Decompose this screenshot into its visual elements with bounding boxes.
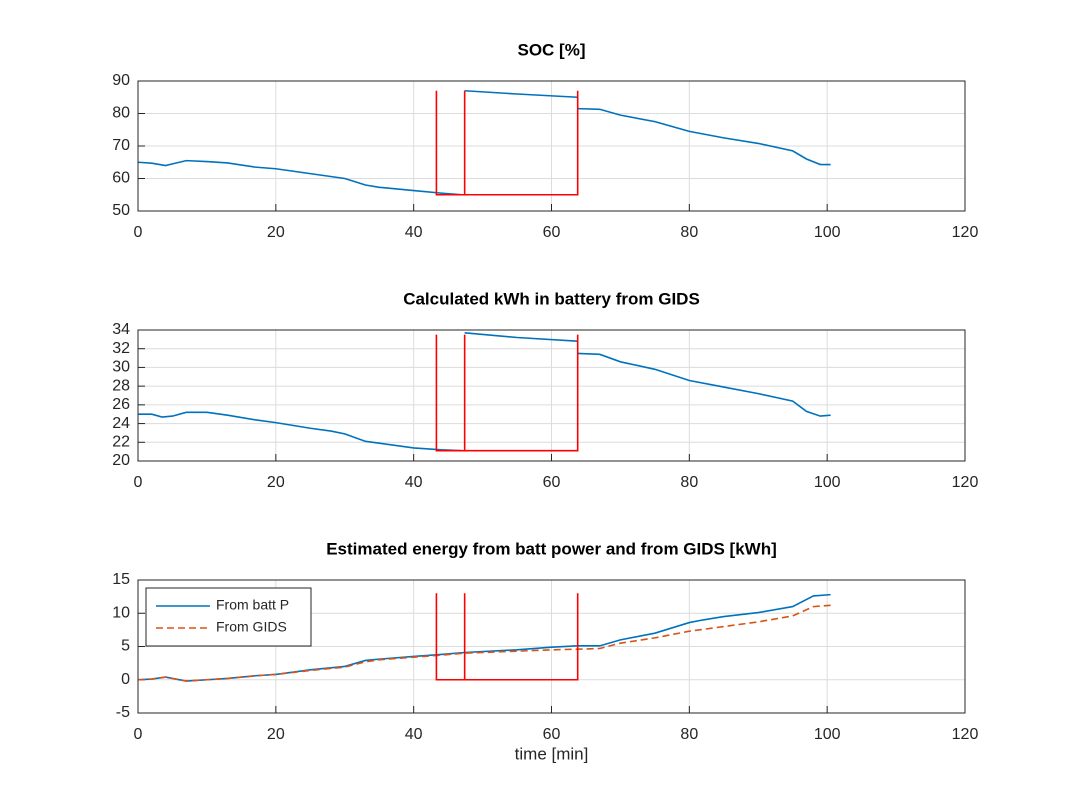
axes-frame xyxy=(137,579,966,714)
x-tick-label: 80 xyxy=(680,224,698,241)
y-tick-label: 5 xyxy=(121,638,130,655)
y-tick-label: 22 xyxy=(112,434,130,451)
x-tick-label: 20 xyxy=(267,726,285,743)
x-tick-label: 40 xyxy=(405,726,423,743)
x-tick-label: 120 xyxy=(952,474,979,491)
data-line xyxy=(137,593,831,682)
y-tick-label: -5 xyxy=(116,704,130,721)
y-tick-label: 10 xyxy=(112,604,130,621)
y-tick-label: 15 xyxy=(112,571,130,588)
x-tick-label: 120 xyxy=(952,224,979,241)
x-tick-label: 40 xyxy=(405,224,423,241)
y-tick-label: 70 xyxy=(112,137,130,154)
x-tick-label: 120 xyxy=(952,726,979,743)
legend-label: From batt P xyxy=(216,597,289,613)
y-tick-label: 80 xyxy=(112,105,130,122)
axes-frame xyxy=(137,329,966,462)
y-tick-label: 28 xyxy=(112,377,130,394)
y-tick-label: 0 xyxy=(121,671,130,688)
x-tick-label: 20 xyxy=(267,474,285,491)
legend-label: From GIDS xyxy=(216,619,287,635)
x-tick-label: 80 xyxy=(680,726,698,743)
x-tick-label: 20 xyxy=(267,224,285,241)
x-tick-label: 0 xyxy=(134,474,143,491)
data-line xyxy=(435,593,579,681)
data-line xyxy=(435,90,579,196)
y-tick-label: 32 xyxy=(112,340,130,357)
x-tick-label: 60 xyxy=(543,474,561,491)
x-tick-label: 60 xyxy=(543,726,561,743)
axes-frame xyxy=(137,80,966,212)
chart-title: SOC [%] xyxy=(518,40,586,59)
x-tick-label: 0 xyxy=(134,726,143,743)
y-tick-label: 24 xyxy=(112,415,130,432)
y-tick-label: 50 xyxy=(112,202,130,219)
x-tick-label: 80 xyxy=(680,474,698,491)
chart-title: Calculated kWh in battery from GIDS xyxy=(403,289,700,308)
y-tick-label: 90 xyxy=(112,72,130,89)
x-tick-label: 100 xyxy=(814,474,841,491)
x-tick-label: 100 xyxy=(814,726,841,743)
x-tick-label: 40 xyxy=(405,474,423,491)
data-line xyxy=(137,89,831,196)
y-tick-label: 26 xyxy=(112,396,130,413)
x-tick-label: 100 xyxy=(814,224,841,241)
data-line xyxy=(435,334,579,452)
data-line xyxy=(137,604,831,682)
chart-title: Estimated energy from batt power and fro… xyxy=(326,539,777,558)
x-tick-label: 60 xyxy=(543,224,561,241)
legend-box xyxy=(145,587,312,647)
y-tick-label: 60 xyxy=(112,170,130,187)
y-tick-label: 34 xyxy=(112,321,130,338)
x-tick-label: 0 xyxy=(134,224,143,241)
x-axis-label: time [min] xyxy=(515,744,589,763)
y-tick-label: 30 xyxy=(112,359,130,376)
y-tick-label: 20 xyxy=(112,452,130,469)
data-line xyxy=(138,332,831,452)
